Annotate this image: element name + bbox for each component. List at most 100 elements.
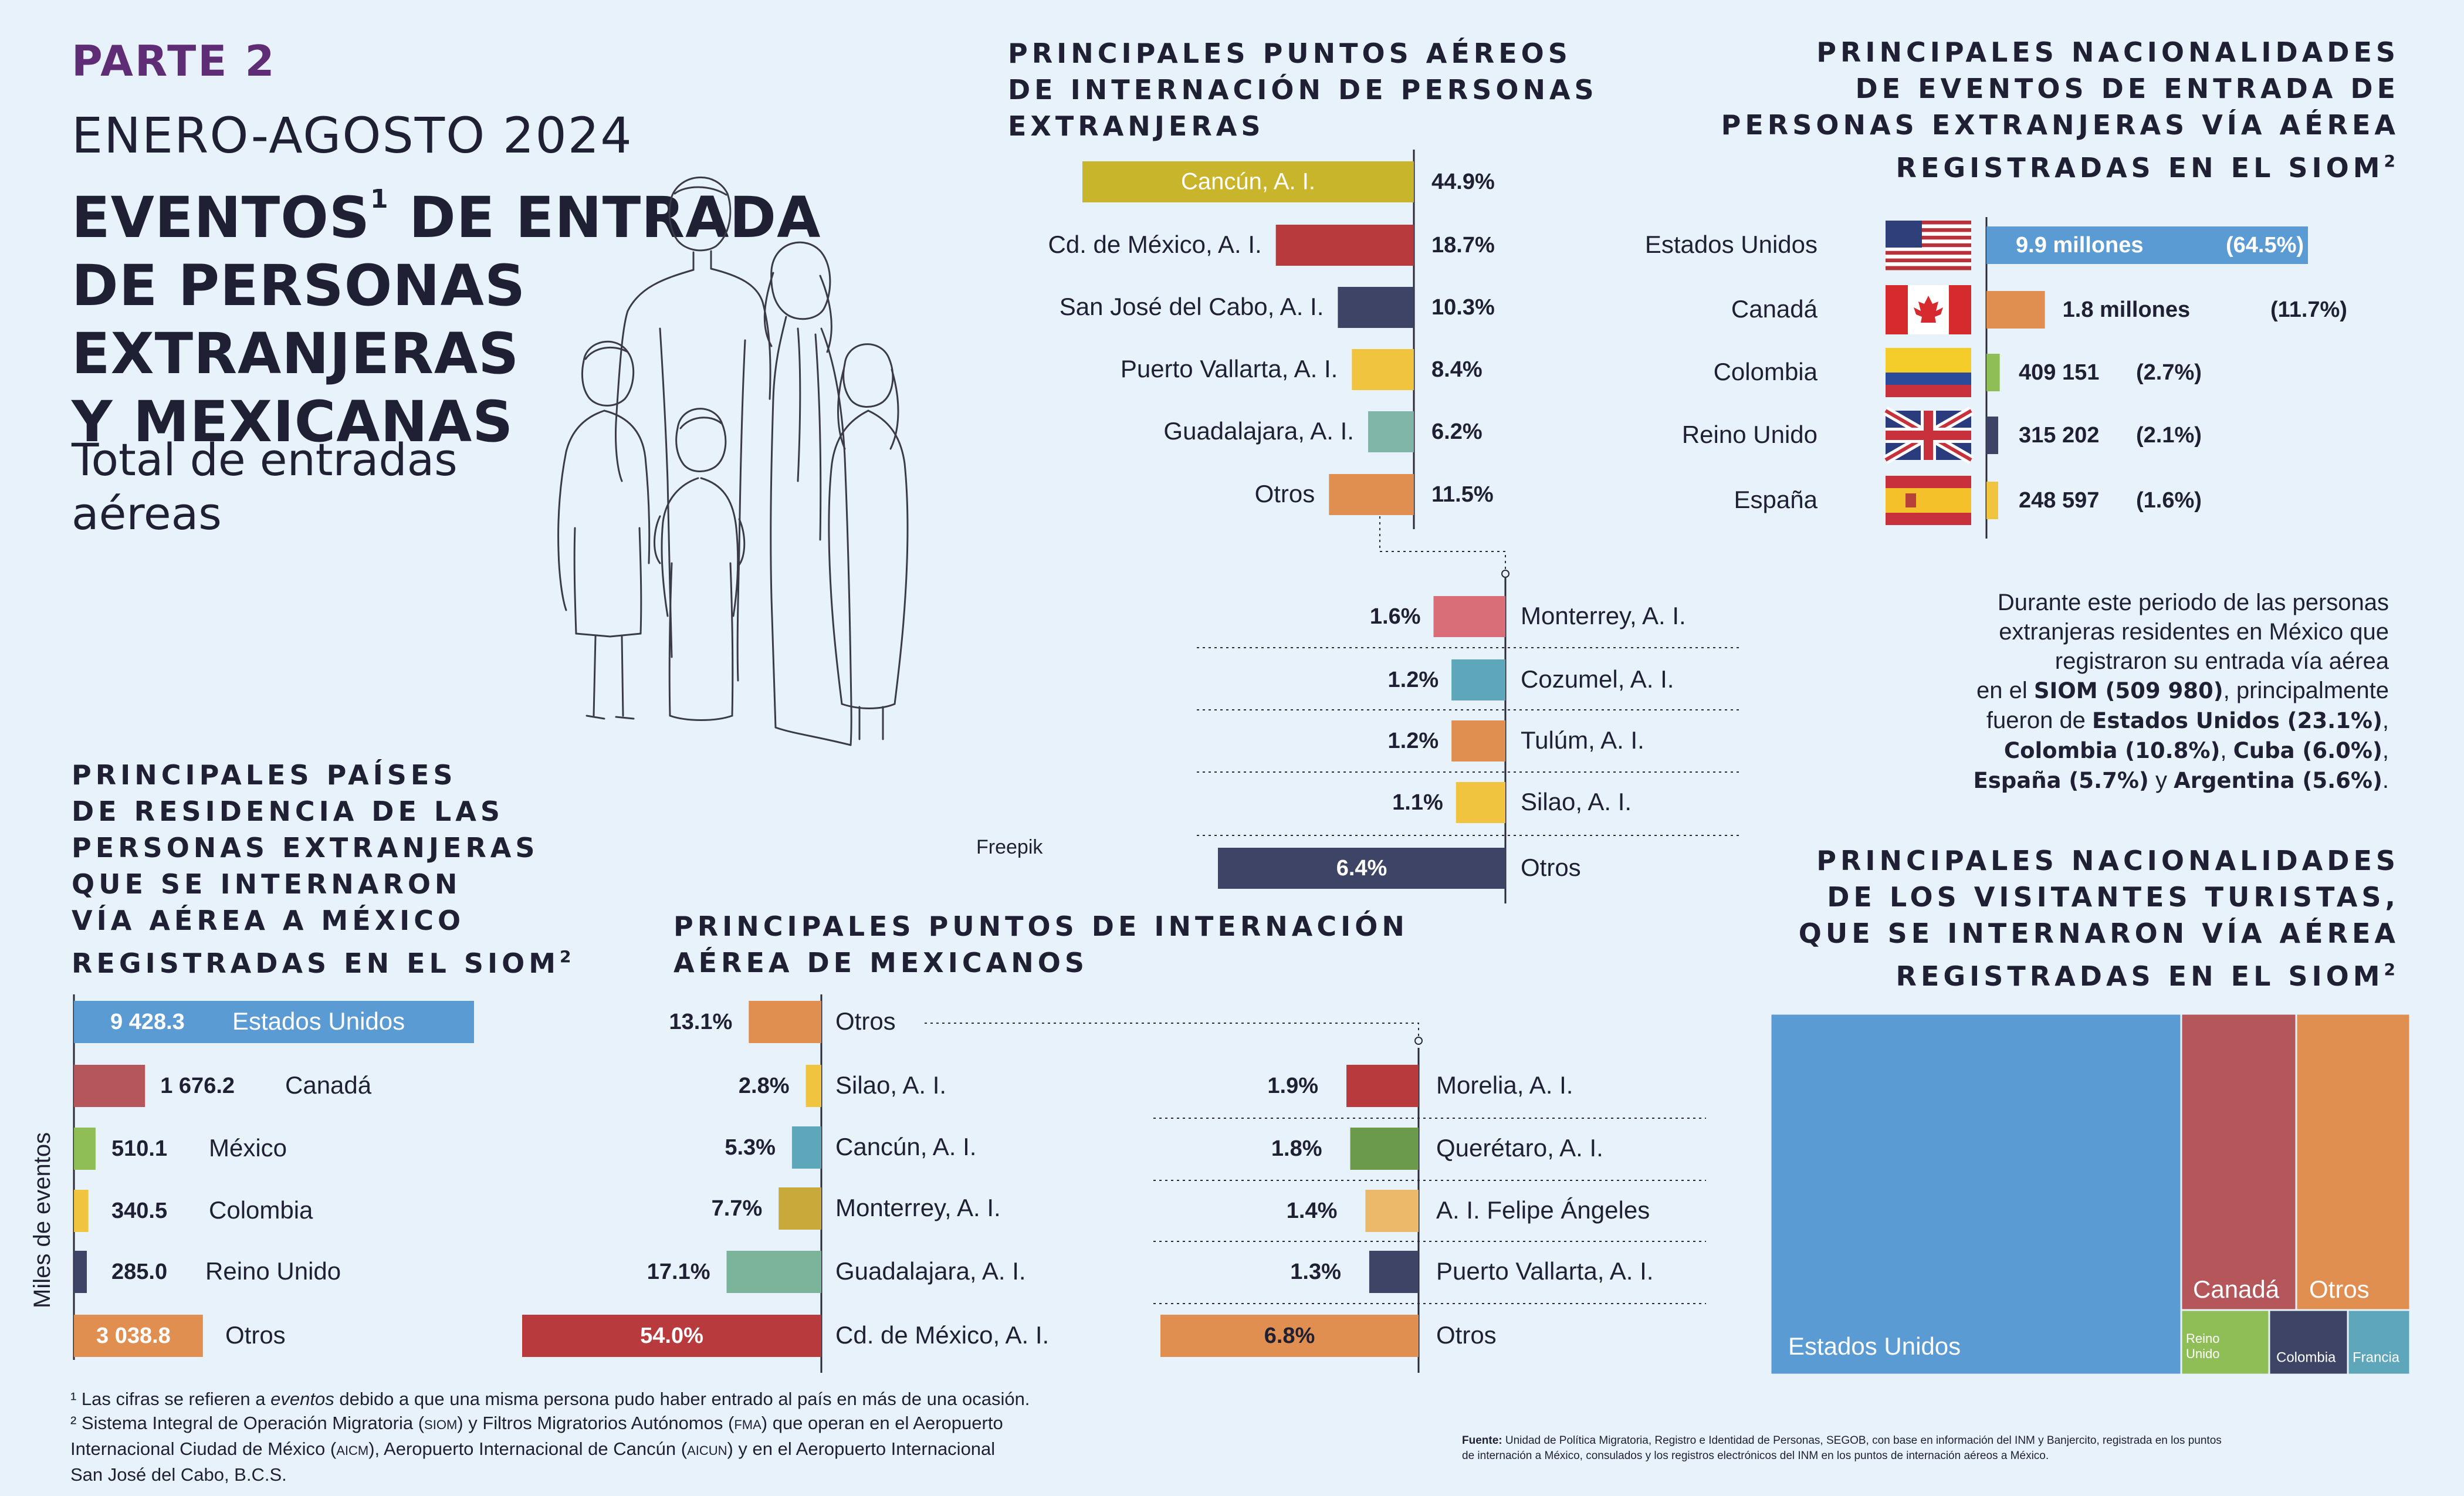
residence-value-2: 510.1 [111,1136,167,1161]
usa-flag-icon-stripe-0 [1886,221,1971,225]
tourists-title-2: DE LOS VISITANTES TURISTAS, [1827,881,2399,913]
mex-airport-value-2: 5.3% [725,1135,776,1160]
foreign-airport-label-0: Cancún, A. I. [1181,169,1315,195]
residence-value-3: 340.5 [111,1199,167,1223]
mex-otros-label-1: Querétaro, A. I. [1436,1134,1603,1162]
foreign-otros-value-4: 6.4% [1336,856,1387,881]
residence-value-4: 285.0 [111,1260,167,1284]
subtitle: Total de entradas aéreas [72,433,458,541]
mex-airport-value-0: 13.1% [669,1010,733,1034]
title-line-2: DE ENTRADA [409,185,821,251]
para-bold-argentina: Argentina (5.6%) [2174,768,2382,793]
foreign-otros-value-1: 1.2% [1388,668,1439,692]
foreign-otros-label-4: Otros [1521,854,1581,881]
foreign-airport-value-3: 8.4% [1431,357,1483,382]
foreign-airports-connector [1379,516,1506,570]
foreign-otros-bar-2 [1451,720,1505,761]
foreign-nat-pct-1: (11.7%) [2270,297,2347,322]
treemap-cell-4 [2268,1309,2349,1376]
fn2-b: SIOM [424,1417,458,1432]
title-line-4: EXTRANJERAS [72,321,520,387]
mex-otros-label-0: Morelia, A. I. [1436,1071,1573,1099]
foreign-nat-value-3: 315 202 [2019,423,2099,448]
residence-bar-3 [74,1190,89,1232]
tourists-title: PRINCIPALES NACIONALIDADES DE LOS VISITA… [1799,842,2399,994]
foreign-nat-title-1: PRINCIPALES NACIONALIDADES [1816,36,2399,68]
foreign-nat-bar-2 [1986,354,2000,391]
tourists-sup: 2 [2384,960,2399,979]
foreign-airport-bar-1 [1275,225,1414,266]
mex-airport-label-5: Cd. de México, A. I. [835,1321,1049,1349]
foreign-nat-value-1: 1.8 millones [2063,297,2191,322]
residence-label-3: Colombia [209,1196,313,1224]
foreign-airport-label-4: Guadalajara, A. I. [1163,417,1354,445]
foreign-airport-label-3: Puerto Vallarta, A. I. [1121,355,1338,383]
foreign-airport-label-2: San José del Cabo, A. I. [1060,293,1324,320]
mex-airport-label-0: Otros [835,1007,896,1035]
mex-airports-title-1: PRINCIPALES PUNTOS DE INTERNACIÓN [673,911,1409,942]
foreign-nat-label-3: Reino Unido [1682,421,1817,448]
foreign-nat-title-2: DE EVENTOS DE ENTRADA DE [1855,73,2399,104]
subtitle-line-2: aéreas [72,488,222,540]
mex-otros-label-3: Puerto Vallarta, A. I. [1436,1257,1653,1285]
foreign-airports-title-3: EXTRANJERAS [1008,110,1265,142]
fn2-d: FMA [734,1417,761,1432]
para-text-9: , [2382,737,2389,763]
residence-label-2: México [209,1134,287,1162]
residence-value-0: 9 428.3 [110,1010,185,1034]
foreign-nat-label-1: Canadá [1731,295,1818,323]
treemap-cell-0 [1769,1013,2182,1376]
para-text-6: fueron de [1986,708,2093,733]
fn3-b: AICM [336,1443,369,1458]
source-line-2: de internación a México, consulados y lo… [1462,1450,2049,1462]
fn2-e: ) que operan en el Aeropuerto [761,1413,1003,1433]
usa-flag-icon-stripe-5 [1886,239,1971,244]
y-axis-label: Miles de eventos [29,1132,55,1308]
mex-airport-label-3: Monterrey, A. I. [835,1194,1001,1221]
para-line-2: extranjeras residentes en México que [1999,619,2389,645]
residence-title-1: PRINCIPALES PAÍSES [72,759,457,791]
foreign-nat-value-2: 409 151 [2019,360,2099,385]
residence-bar-2 [74,1128,96,1170]
treemap-label-1: Canadá [2193,1275,2280,1303]
foreign-airport-label-5: Otros [1255,480,1315,507]
mex-airport-bar-4 [726,1251,821,1293]
para-bold-siom: SIOM (509 980) [2033,678,2223,703]
foreign-nat-bar-0 [1986,226,2308,264]
foreign-airports-connector-dot [1501,570,1509,578]
para-bold-usa: Estados Unidos (23.1%) [2092,708,2382,733]
mex-otros-bar-4 [1160,1315,1419,1357]
usa-flag-icon-stripe-4 [1886,235,1971,240]
para-bold-cuba: Cuba (6.0%) [2233,738,2382,763]
mex-airport-bar-2 [791,1126,821,1169]
foreign-airport-value-2: 10.3% [1431,295,1495,320]
mex-airport-value-1: 2.8% [739,1074,790,1098]
foreign-airport-value-4: 6.2% [1431,419,1483,444]
residence-value-1: 1 676.2 [160,1074,235,1098]
foreign-nationalities-title: PRINCIPALES NACIONALIDADES DE EVENTOS DE… [1721,34,2399,186]
residence-value-5: 3 038.8 [96,1324,171,1348]
para-text-10: y [2148,767,2174,793]
foreign-nat-label-2: Colombia [1714,358,1818,385]
source-line-1: Unidad de Política Migratoria, Registro … [1505,1434,2222,1447]
treemap-label-3-b: Unido [2186,1346,2219,1361]
usa-flag-icon-stripe-1 [1886,224,1971,229]
treemap-cell-3 [2180,1309,2270,1376]
fn2-a: ² Sistema Integral de Operación Migrator… [70,1413,425,1433]
source-label: Fuente: [1462,1434,1502,1447]
family-line-drawing-icon [557,176,909,746]
treemap-label-5: Francia [2353,1349,2400,1365]
tourists-title-4: REGISTRADAS EN EL SIOM [1896,960,2384,992]
residence-bar-4 [74,1251,87,1293]
mex-airport-bar-1 [805,1065,821,1107]
foreign-otros-label-3: Silao, A. I. [1521,788,1632,815]
foreign-airport-value-5: 11.5% [1431,482,1494,507]
period-heading: ENERO-AGOSTO 2024 [72,107,633,164]
foreign-nat-label-4: España [1734,486,1818,513]
uk-flag-icon-cross-rh [1886,431,1971,440]
foreign-otros-value-2: 1.2% [1388,729,1439,753]
treemap-label-2: Otros [2309,1275,2370,1303]
foreign-otros-value-0: 1.6% [1370,604,1421,629]
foreign-airport-bar-5 [1329,474,1414,515]
